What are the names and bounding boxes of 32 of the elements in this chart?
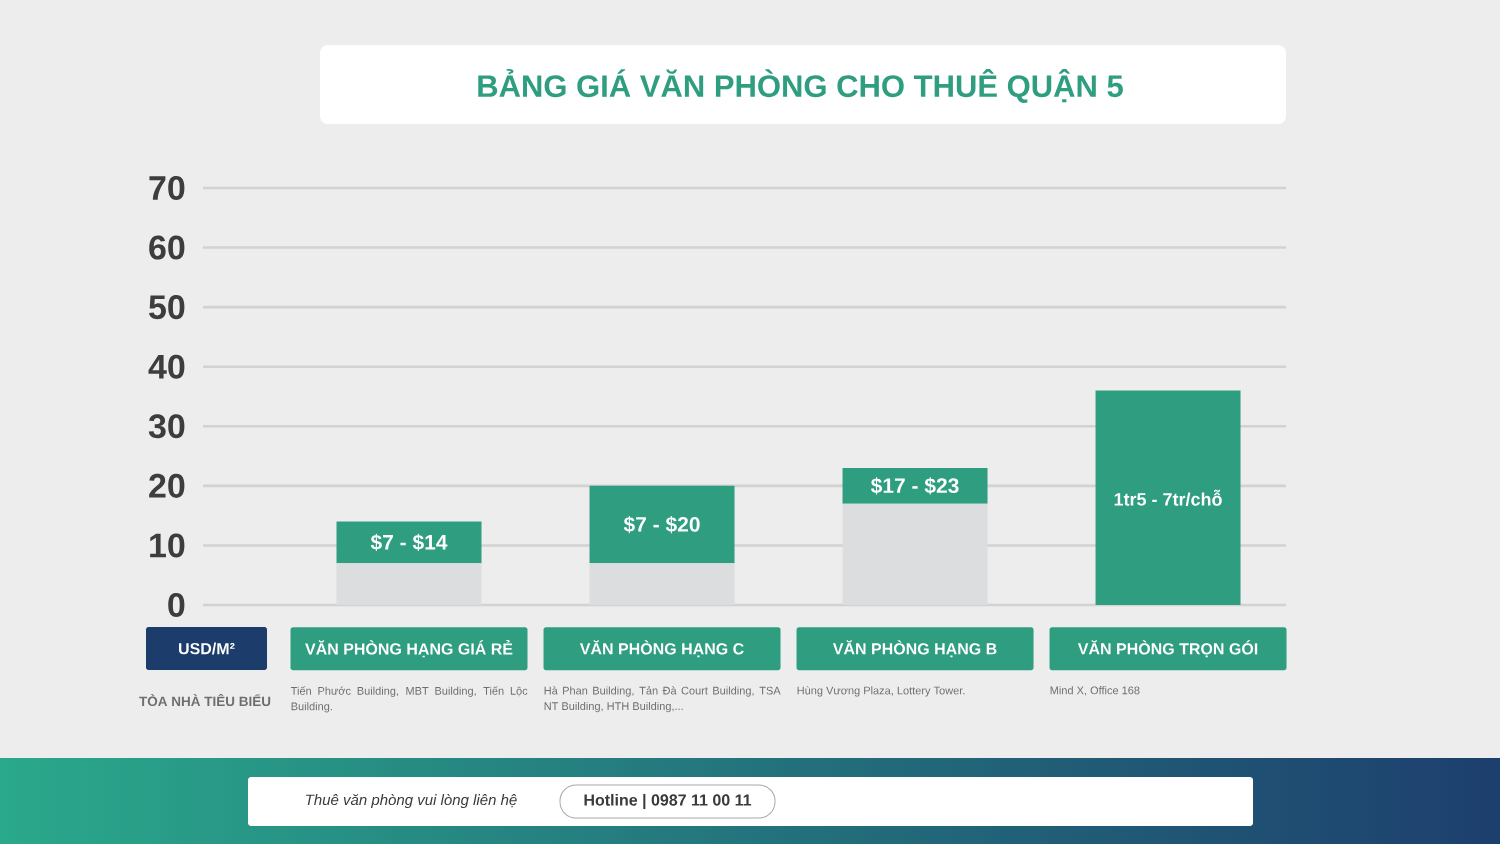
annotation: 1tr5 - 7tr/chỗ xyxy=(1114,489,1222,506)
y-tick-label: 10 xyxy=(150,533,185,558)
bar xyxy=(589,563,735,605)
y-tick-label: 50 xyxy=(149,295,185,320)
bar xyxy=(336,563,482,605)
x-tick-label: VĂN PHÒNG HẠNG B xyxy=(832,640,997,658)
text: Tiến Phước Building, MBT Building, Tiến Lộc Building. xyxy=(290,686,528,713)
text: TÒA NHÀ TIÊU BIỂU xyxy=(139,693,271,707)
y-tick-label: 70 xyxy=(149,175,185,201)
x-tick-label: VĂN PHÒNG TRỌN GÓI xyxy=(1077,640,1258,658)
bar xyxy=(336,521,482,564)
annotation: $17 - $23 xyxy=(870,477,959,495)
y-tick-label: 60 xyxy=(149,235,185,260)
y-tick-label: 40 xyxy=(148,354,185,379)
bar xyxy=(1095,390,1241,605)
bar xyxy=(842,503,988,605)
text: Hotline | 0987 11 00 11 xyxy=(584,793,752,810)
annotation: $7 - $14 xyxy=(370,533,448,552)
y-axis-title: USD/M² xyxy=(179,642,235,655)
annotation: $7 - $20 xyxy=(623,516,700,534)
y-tick-label: 20 xyxy=(149,473,185,498)
text: Hùng Vương Plaza, Lottery Tower. xyxy=(797,686,965,697)
bar xyxy=(842,467,988,504)
chart-title: BẢNG GIÁ VĂN PHÒNG CHO THUÊ QUẬN 5 xyxy=(478,69,1123,103)
text: Mind X, Office 168 xyxy=(1050,686,1140,696)
y-tick-label: 0 xyxy=(168,592,185,618)
text: Thuê văn phòng vui lòng liên hệ xyxy=(306,793,517,809)
x-tick-label: VĂN PHÒNG HẠNG GIÁ RẺ xyxy=(305,640,513,658)
y-tick-label: 30 xyxy=(148,414,185,439)
x-tick-label: VĂN PHÒNG HẠNG C xyxy=(579,640,744,658)
bar xyxy=(589,485,735,564)
text: Hà Phan Building, Tản Đà Court Building, TSA NT Building, HTH Building,... xyxy=(544,686,781,713)
